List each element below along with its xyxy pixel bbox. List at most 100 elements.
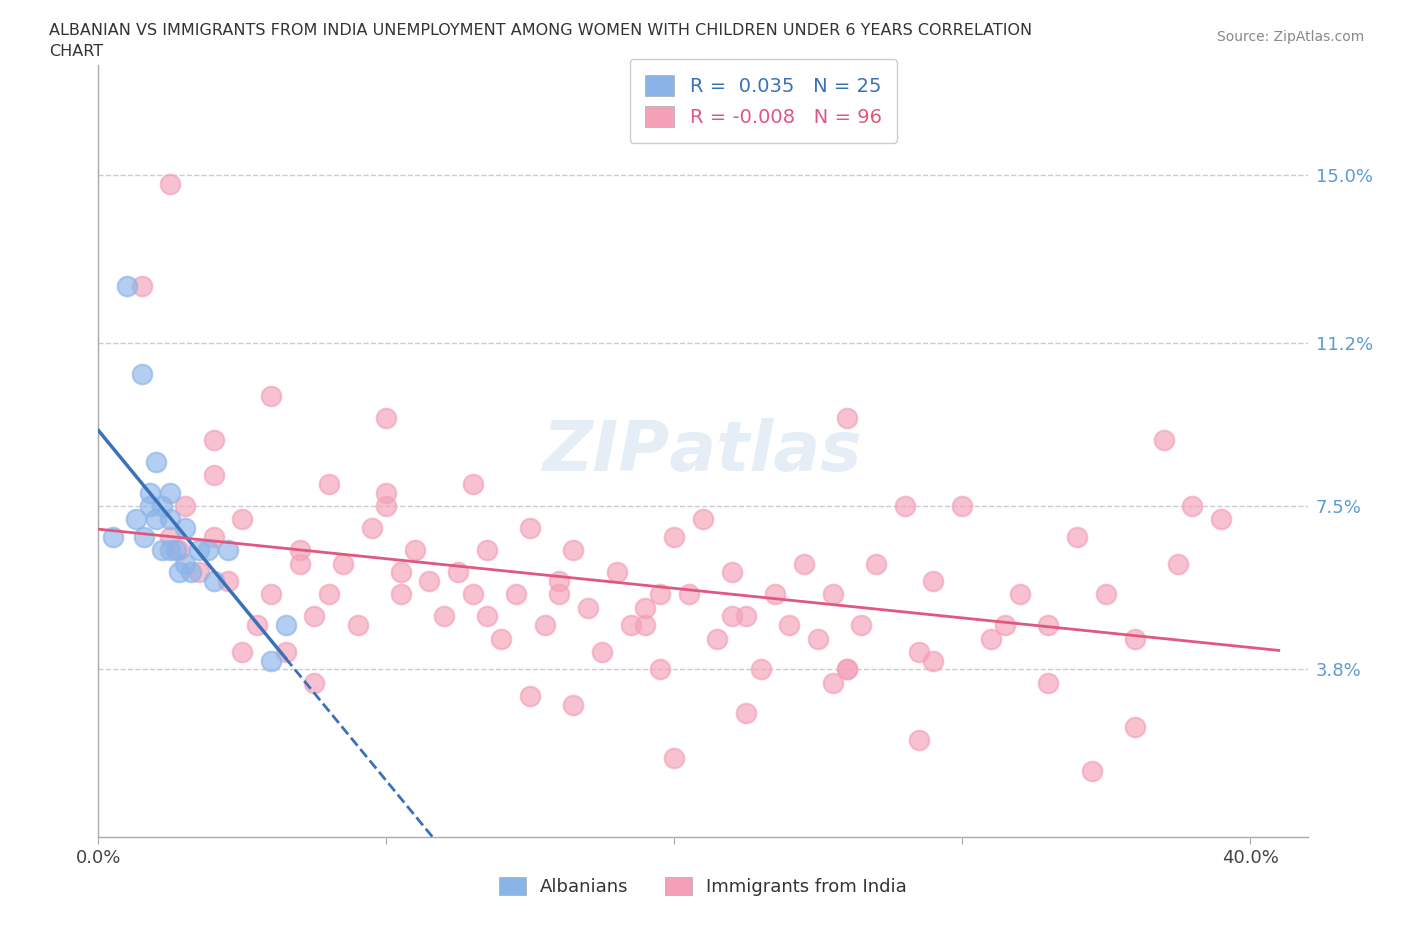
Point	[591, 644, 613, 659]
Point	[475, 609, 498, 624]
Point	[821, 587, 844, 602]
Text: ALBANIAN VS IMMIGRANTS FROM INDIA UNEMPLOYMENT AMONG WOMEN WITH CHILDREN UNDER 6: ALBANIAN VS IMMIGRANTS FROM INDIA UNEMPL…	[49, 23, 1032, 38]
Point	[173, 556, 195, 571]
Point	[533, 618, 555, 632]
Point	[159, 543, 181, 558]
Point	[180, 565, 202, 579]
Point	[361, 521, 384, 536]
Point	[821, 675, 844, 690]
Point	[375, 498, 398, 513]
Point	[231, 512, 253, 527]
Point	[475, 543, 498, 558]
Point	[1211, 512, 1233, 527]
Point	[908, 733, 931, 748]
Point	[1181, 498, 1204, 513]
Point	[793, 556, 815, 571]
Point	[304, 675, 326, 690]
Point	[274, 644, 297, 659]
Point	[807, 631, 830, 646]
Point	[375, 410, 398, 425]
Point	[678, 587, 700, 602]
Point	[1038, 618, 1060, 632]
Point	[692, 512, 714, 527]
Point	[461, 587, 484, 602]
Point	[159, 529, 181, 544]
Point	[1167, 556, 1189, 571]
Point	[202, 432, 225, 447]
Point	[1123, 719, 1146, 734]
Point	[1153, 432, 1175, 447]
Point	[389, 565, 412, 579]
Point	[908, 644, 931, 659]
Point	[260, 587, 283, 602]
Point	[519, 688, 541, 703]
Point	[131, 278, 153, 293]
Point	[620, 618, 643, 632]
Point	[922, 574, 945, 589]
Point	[202, 574, 225, 589]
Point	[720, 609, 742, 624]
Point	[188, 565, 211, 579]
Point	[1038, 675, 1060, 690]
Point	[865, 556, 887, 571]
Point	[167, 565, 190, 579]
Text: ZIP​atlas: ZIP​atlas	[543, 418, 863, 485]
Point	[1095, 587, 1118, 602]
Point	[980, 631, 1002, 646]
Point	[664, 751, 686, 765]
Point	[288, 543, 311, 558]
Point	[1008, 587, 1031, 602]
Point	[139, 498, 162, 513]
Point	[167, 543, 190, 558]
Point	[304, 609, 326, 624]
Point	[332, 556, 354, 571]
Point	[150, 543, 173, 558]
Point	[893, 498, 915, 513]
Point	[260, 389, 283, 404]
Point	[202, 468, 225, 483]
Point	[835, 662, 858, 677]
Point	[217, 543, 239, 558]
Point	[101, 529, 124, 544]
Point	[562, 698, 585, 712]
Point	[134, 529, 156, 544]
Point	[735, 706, 758, 721]
Point	[994, 618, 1017, 632]
Point	[447, 565, 470, 579]
Point	[576, 600, 599, 615]
Point	[1123, 631, 1146, 646]
Point	[505, 587, 527, 602]
Point	[763, 587, 786, 602]
Point	[173, 498, 195, 513]
Point	[131, 366, 153, 381]
Point	[173, 521, 195, 536]
Point	[548, 574, 571, 589]
Point	[1066, 529, 1088, 544]
Point	[202, 529, 225, 544]
Point	[197, 543, 219, 558]
Point	[159, 512, 181, 527]
Point	[835, 410, 858, 425]
Point	[159, 177, 181, 192]
Point	[318, 587, 340, 602]
Point	[664, 529, 686, 544]
Point	[288, 556, 311, 571]
Point	[418, 574, 440, 589]
Point	[648, 662, 671, 677]
Point	[125, 512, 148, 527]
Point	[165, 543, 187, 558]
Point	[634, 600, 657, 615]
Point	[950, 498, 973, 513]
Point	[115, 278, 138, 293]
Point	[318, 477, 340, 492]
Legend: Albanians, Immigrants from India: Albanians, Immigrants from India	[489, 868, 917, 905]
Point	[139, 485, 162, 500]
Point	[648, 587, 671, 602]
Point	[519, 521, 541, 536]
Point	[375, 485, 398, 500]
Point	[433, 609, 456, 624]
Text: Source: ZipAtlas.com: Source: ZipAtlas.com	[1216, 30, 1364, 44]
Point	[145, 455, 167, 470]
Point	[346, 618, 368, 632]
Point	[720, 565, 742, 579]
